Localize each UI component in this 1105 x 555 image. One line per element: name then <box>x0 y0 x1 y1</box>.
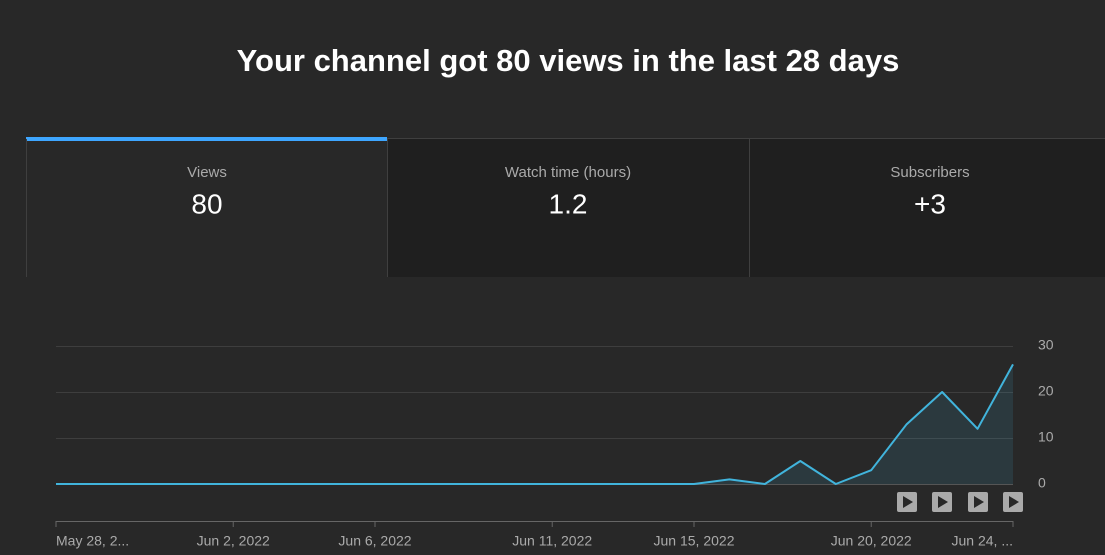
video-marker[interactable] <box>1003 492 1023 512</box>
x-tick-label: Jun 24, ... <box>952 533 1013 549</box>
y-tick-label: 30 <box>1038 337 1054 353</box>
area <box>56 364 1013 484</box>
video-marker[interactable] <box>932 492 952 512</box>
tab-label: Watch time (hours) <box>505 164 631 181</box>
x-tick-label: Jun 6, 2022 <box>338 533 411 549</box>
tab-subscribers[interactable] <box>750 139 1105 277</box>
y-tick-label: 10 <box>1038 429 1054 445</box>
tab-label: Subscribers <box>890 164 969 181</box>
tab-indicator <box>26 137 387 141</box>
y-tick-label: 20 <box>1038 383 1054 399</box>
tab-value: 1.2 <box>549 188 588 219</box>
x-tick-label: Jun 11, 2022 <box>512 533 592 549</box>
tab-value: +3 <box>914 188 946 219</box>
tab-value: 80 <box>191 188 222 219</box>
x-tick-label: May 28, 2... <box>56 533 129 549</box>
video-markers <box>897 492 1023 512</box>
page-title: Your channel got 80 views in the last 28… <box>237 43 900 78</box>
tab-views[interactable] <box>26 139 387 277</box>
video-marker[interactable] <box>968 492 988 512</box>
video-marker[interactable] <box>897 492 917 512</box>
x-tick-label: Jun 2, 2022 <box>197 533 270 549</box>
line <box>56 363 1014 485</box>
x-tick-label: Jun 15, 2022 <box>654 533 735 549</box>
tab-label: Views <box>187 164 227 181</box>
y-tick-label: 0 <box>1038 475 1046 491</box>
tab-watch-time[interactable] <box>388 139 749 277</box>
x-tick-label: Jun 20, 2022 <box>831 533 912 549</box>
